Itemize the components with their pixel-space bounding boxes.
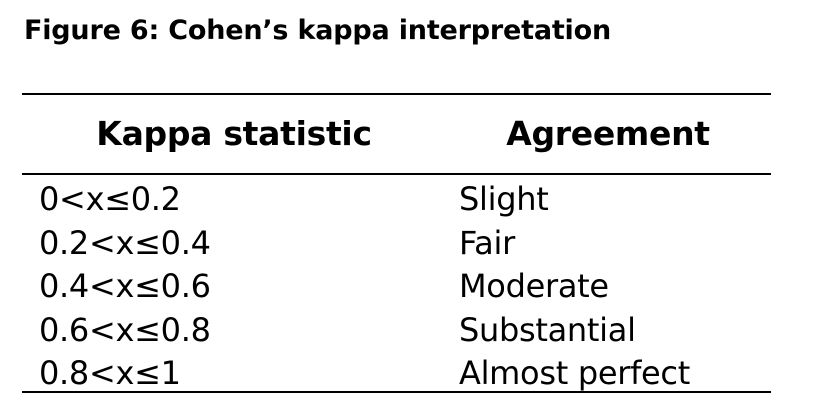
agreement-cell: Almost perfect xyxy=(459,354,690,392)
column-header-kappa-statistic: Kappa statistic xyxy=(96,114,372,153)
table-row: 0.4<x≤0.6 Moderate xyxy=(0,264,823,308)
agreement-cell: Moderate xyxy=(459,267,609,305)
table-row: 0.6<x≤0.8 Substantial xyxy=(0,308,823,352)
table-row: 0.8<x≤1 Almost perfect xyxy=(0,351,823,395)
kappa-range-cell: 0.4<x≤0.6 xyxy=(39,267,211,305)
figure-caption: Figure 6: Cohen’s kappa interpretation xyxy=(24,15,611,46)
table-body: 0<x≤0.2 Slight 0.2<x≤0.4 Fair 0.4<x≤0.6 … xyxy=(0,177,823,395)
table-top-rule xyxy=(22,93,771,95)
agreement-cell: Substantial xyxy=(459,310,636,349)
agreement-cell: Slight xyxy=(459,180,549,218)
table-row: 0.2<x≤0.4 Fair xyxy=(0,221,823,265)
column-header-agreement: Agreement xyxy=(506,114,710,153)
kappa-range-cell: 0.6<x≤0.8 xyxy=(39,310,211,349)
kappa-range-cell: 0.8<x≤1 xyxy=(39,354,181,392)
kappa-range-cell: 0.2<x≤0.4 xyxy=(39,223,211,262)
table-header-rule xyxy=(22,173,771,175)
agreement-cell: Fair xyxy=(459,223,515,262)
table-bottom-rule xyxy=(22,391,771,393)
table-row: 0<x≤0.2 Slight xyxy=(0,177,823,221)
kappa-range-cell: 0<x≤0.2 xyxy=(39,180,181,218)
